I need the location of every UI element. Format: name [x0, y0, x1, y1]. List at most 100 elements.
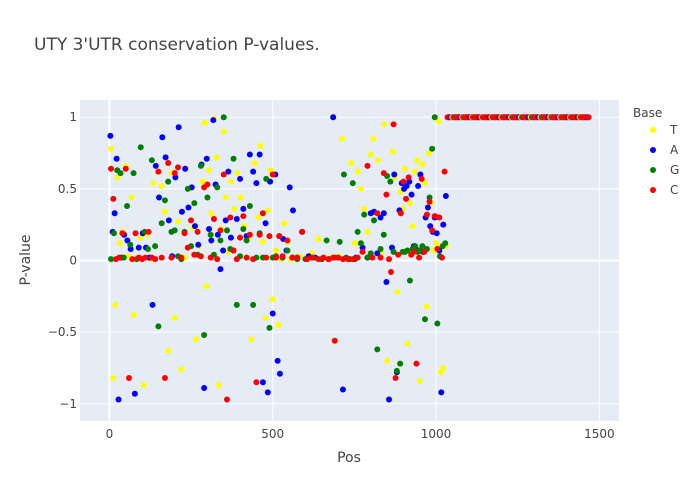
data-point[interactable]	[210, 117, 217, 124]
data-point[interactable]	[127, 241, 134, 248]
data-point[interactable]	[204, 181, 211, 188]
data-point[interactable]	[191, 251, 198, 258]
data-point[interactable]	[263, 254, 270, 261]
data-point[interactable]	[246, 231, 253, 238]
data-point[interactable]	[426, 194, 433, 201]
data-point[interactable]	[145, 228, 152, 235]
data-point[interactable]	[397, 360, 404, 367]
data-point[interactable]	[230, 247, 237, 254]
data-point[interactable]	[383, 191, 390, 198]
data-point[interactable]	[220, 128, 227, 135]
data-point[interactable]	[424, 204, 431, 211]
data-point[interactable]	[117, 170, 124, 177]
data-point[interactable]	[286, 184, 293, 191]
data-point[interactable]	[171, 227, 178, 234]
data-point[interactable]	[386, 396, 393, 403]
data-point[interactable]	[393, 367, 400, 374]
data-point[interactable]	[354, 254, 361, 261]
data-point[interactable]	[195, 241, 202, 248]
data-point[interactable]	[201, 332, 208, 339]
data-point[interactable]	[284, 247, 291, 254]
data-point[interactable]	[259, 238, 266, 245]
data-point[interactable]	[156, 194, 163, 201]
data-point[interactable]	[413, 360, 420, 367]
data-point[interactable]	[274, 357, 281, 364]
data-point[interactable]	[400, 178, 407, 185]
data-point[interactable]	[389, 148, 396, 155]
data-point[interactable]	[222, 194, 229, 201]
data-point[interactable]	[233, 301, 240, 308]
data-point[interactable]	[349, 256, 356, 263]
data-point[interactable]	[369, 254, 376, 261]
data-point[interactable]	[410, 248, 417, 255]
data-point[interactable]	[276, 370, 283, 377]
data-point[interactable]	[150, 180, 157, 187]
data-point[interactable]	[259, 210, 266, 217]
data-point[interactable]	[220, 114, 227, 121]
data-point[interactable]	[132, 230, 139, 237]
data-point[interactable]	[207, 254, 214, 261]
data-point[interactable]	[374, 250, 381, 257]
data-point[interactable]	[403, 182, 410, 189]
data-point[interactable]	[340, 171, 347, 178]
data-point[interactable]	[165, 217, 172, 224]
data-point[interactable]	[357, 240, 364, 247]
data-point[interactable]	[434, 246, 441, 253]
data-point[interactable]	[320, 254, 327, 261]
data-point[interactable]	[419, 243, 426, 250]
data-point[interactable]	[126, 375, 132, 382]
data-point[interactable]	[416, 377, 423, 384]
data-point[interactable]	[240, 205, 247, 212]
data-point[interactable]	[374, 210, 381, 217]
data-point[interactable]	[344, 256, 351, 263]
data-point[interactable]	[140, 382, 147, 389]
data-point[interactable]	[124, 237, 131, 244]
data-point[interactable]	[262, 314, 269, 321]
data-point[interactable]	[108, 165, 115, 172]
data-point[interactable]	[380, 231, 387, 238]
data-point[interactable]	[227, 234, 234, 241]
data-point[interactable]	[394, 289, 401, 296]
data-point[interactable]	[440, 364, 447, 371]
data-point[interactable]	[178, 254, 185, 261]
data-point[interactable]	[253, 180, 260, 187]
data-point[interactable]	[273, 254, 279, 261]
data-point[interactable]	[237, 175, 244, 182]
data-point[interactable]	[210, 215, 217, 222]
data-point[interactable]	[279, 253, 286, 260]
data-point[interactable]	[178, 208, 185, 215]
data-point[interactable]	[331, 337, 338, 344]
data-point[interactable]	[284, 237, 291, 244]
data-point[interactable]	[442, 193, 449, 200]
data-point[interactable]	[227, 214, 234, 221]
data-point[interactable]	[233, 256, 240, 263]
data-point[interactable]	[110, 230, 117, 237]
data-point[interactable]	[192, 336, 199, 343]
data-point[interactable]	[185, 204, 192, 211]
data-point[interactable]	[114, 174, 121, 181]
data-point[interactable]	[403, 195, 410, 202]
data-point[interactable]	[240, 225, 247, 232]
data-point[interactable]	[217, 266, 224, 273]
data-point[interactable]	[383, 278, 390, 285]
data-point[interactable]	[162, 154, 169, 161]
data-point[interactable]	[161, 197, 168, 204]
data-point[interactable]	[402, 165, 409, 172]
data-point[interactable]	[262, 220, 269, 227]
data-point[interactable]	[409, 223, 416, 230]
data-point[interactable]	[255, 214, 262, 221]
data-point[interactable]	[234, 170, 241, 177]
data-point[interactable]	[585, 114, 592, 121]
data-point[interactable]	[259, 379, 266, 386]
data-point[interactable]	[421, 316, 428, 323]
data-point[interactable]	[237, 194, 244, 201]
data-point[interactable]	[386, 256, 393, 263]
data-point[interactable]	[434, 320, 441, 327]
data-point[interactable]	[289, 207, 296, 214]
data-point[interactable]	[408, 191, 415, 198]
data-point[interactable]	[425, 150, 432, 157]
data-point[interactable]	[113, 155, 120, 162]
data-point[interactable]	[175, 164, 181, 171]
data-point[interactable]	[433, 230, 440, 237]
data-point[interactable]	[130, 170, 137, 177]
